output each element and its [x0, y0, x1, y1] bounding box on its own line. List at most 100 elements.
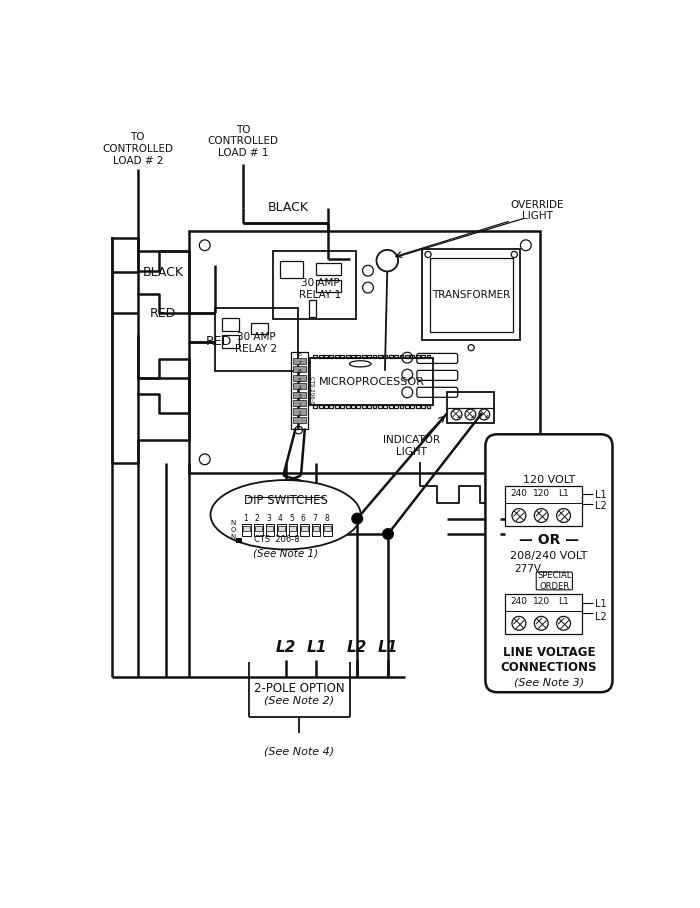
- Bar: [447, 392, 494, 423]
- Bar: [416, 355, 419, 358]
- Bar: [330, 405, 333, 409]
- Bar: [426, 405, 430, 409]
- Text: 7: 7: [312, 514, 317, 523]
- Bar: [340, 355, 344, 358]
- Text: LINE VOLTAGE
CONNECTIONS: LINE VOLTAGE CONNECTIONS: [500, 646, 597, 674]
- Text: BLACK: BLACK: [267, 201, 309, 214]
- Circle shape: [383, 528, 393, 539]
- Text: (See Note 3): (See Note 3): [514, 677, 584, 687]
- Bar: [288, 524, 298, 537]
- Text: TO
CONTROLLED
LOAD # 2: TO CONTROLLED LOAD # 2: [102, 133, 174, 165]
- Text: 6: 6: [298, 369, 302, 374]
- Text: CTS 206-8: CTS 206-8: [309, 376, 314, 404]
- Bar: [389, 355, 393, 358]
- Bar: [351, 355, 355, 358]
- Text: 5: 5: [298, 378, 302, 382]
- Bar: [215, 308, 298, 370]
- Bar: [291, 351, 308, 429]
- Bar: [422, 249, 521, 340]
- Text: — OR —: — OR —: [519, 533, 579, 548]
- Text: INDICATOR
LIGHT: INDICATOR LIGHT: [382, 436, 440, 457]
- Bar: [410, 405, 414, 409]
- FancyBboxPatch shape: [485, 434, 612, 692]
- Bar: [189, 231, 540, 473]
- Text: L1: L1: [558, 597, 569, 607]
- Bar: [310, 358, 433, 405]
- Text: MICROPROCESSOR: MICROPROCESSOR: [319, 377, 425, 387]
- Text: L2: L2: [275, 640, 296, 656]
- Bar: [378, 355, 382, 358]
- Text: 1: 1: [298, 411, 302, 417]
- Text: 3: 3: [298, 394, 302, 400]
- FancyBboxPatch shape: [536, 572, 573, 590]
- Bar: [316, 280, 341, 292]
- Bar: [318, 405, 323, 409]
- Text: L2: L2: [347, 640, 368, 656]
- Text: 30 AMP
RELAY 2: 30 AMP RELAY 2: [235, 332, 277, 354]
- Text: N
O
N: N O N: [230, 520, 236, 540]
- Bar: [323, 524, 332, 537]
- Bar: [405, 355, 409, 358]
- Bar: [384, 405, 387, 409]
- Bar: [272, 252, 356, 320]
- Bar: [356, 355, 360, 358]
- Text: RED: RED: [150, 307, 176, 320]
- Text: 1: 1: [243, 514, 248, 523]
- Bar: [426, 355, 430, 358]
- Bar: [242, 524, 251, 537]
- Bar: [314, 405, 317, 409]
- Bar: [254, 524, 262, 537]
- Bar: [400, 405, 403, 409]
- Text: L1: L1: [306, 640, 327, 656]
- Ellipse shape: [211, 480, 360, 549]
- Bar: [293, 375, 307, 380]
- Text: 277V: 277V: [514, 564, 541, 574]
- Text: BLACK: BLACK: [143, 266, 183, 279]
- Bar: [351, 405, 355, 409]
- Text: SPECIAL
ORDER: SPECIAL ORDER: [537, 571, 571, 591]
- Bar: [372, 405, 377, 409]
- Text: DIP SWITCHES: DIP SWITCHES: [244, 494, 328, 508]
- Bar: [266, 526, 273, 531]
- Text: L2: L2: [595, 612, 607, 622]
- Text: 120: 120: [533, 597, 550, 607]
- Text: OVERRIDE
LIGHT: OVERRIDE LIGHT: [510, 200, 564, 222]
- Bar: [368, 405, 371, 409]
- Bar: [237, 538, 242, 543]
- Bar: [346, 405, 349, 409]
- Bar: [330, 355, 333, 358]
- Text: (See Note 4): (See Note 4): [265, 747, 335, 757]
- Bar: [293, 400, 307, 406]
- Text: 30 AMP
RELAY 1: 30 AMP RELAY 1: [299, 279, 342, 300]
- Bar: [356, 405, 360, 409]
- Bar: [362, 405, 365, 409]
- Bar: [314, 355, 317, 358]
- Bar: [430, 259, 512, 332]
- Bar: [505, 594, 582, 634]
- Text: CTS  206-8: CTS 206-8: [253, 535, 299, 544]
- Bar: [378, 405, 382, 409]
- Bar: [244, 526, 250, 531]
- Bar: [277, 524, 286, 537]
- Bar: [312, 524, 321, 537]
- Text: 6: 6: [301, 514, 306, 523]
- Bar: [316, 263, 341, 275]
- Text: 2: 2: [255, 514, 260, 523]
- Bar: [312, 526, 319, 531]
- Bar: [300, 524, 309, 537]
- Bar: [293, 358, 307, 364]
- Bar: [280, 262, 303, 279]
- Bar: [293, 417, 307, 423]
- Text: L1: L1: [595, 490, 607, 500]
- Bar: [335, 355, 339, 358]
- Bar: [293, 383, 307, 390]
- Bar: [394, 355, 398, 358]
- Text: 2-POLE OPTION: 2-POLE OPTION: [254, 682, 345, 695]
- Text: 240: 240: [510, 597, 527, 607]
- Bar: [362, 355, 365, 358]
- Text: 120 VOLT: 120 VOLT: [523, 475, 575, 485]
- Bar: [505, 487, 582, 527]
- Text: 240: 240: [510, 489, 527, 498]
- Bar: [309, 300, 316, 317]
- Bar: [290, 526, 296, 531]
